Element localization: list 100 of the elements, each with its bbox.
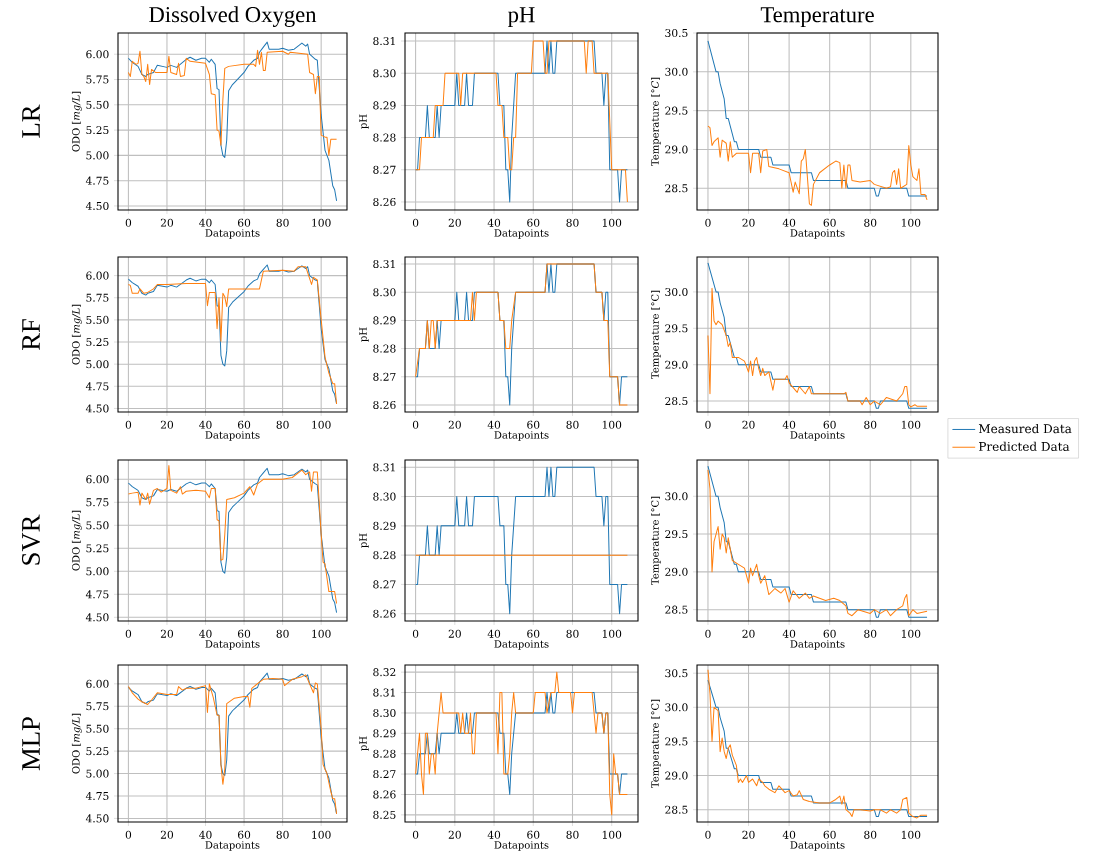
x-tick-label: 80 [276, 629, 289, 638]
x-tick-label: 100 [602, 830, 622, 839]
x-tick-label: 40 [199, 420, 212, 429]
x-axis-title: Datapoints [790, 841, 845, 851]
x-axis-title: Datapoints [494, 229, 549, 239]
y-tick-label: 8.28 [373, 133, 396, 142]
y-tick-label: 8.32 [373, 668, 396, 677]
x-tick-label: 100 [602, 218, 622, 227]
x-tick-label: 60 [527, 830, 540, 839]
y-tick-label: 5.00 [86, 769, 109, 778]
x-axis-title: Datapoints [205, 229, 260, 239]
x-tick-label: 20 [448, 218, 461, 227]
x-tick-label: 100 [901, 629, 921, 638]
y-tick-label: 8.30 [373, 492, 396, 501]
y-tick-label: 8.26 [373, 197, 396, 206]
y-tick-label: 5.00 [86, 567, 109, 576]
text: SVR [21, 514, 40, 565]
x-tick-label: 80 [566, 218, 579, 227]
x-tick-label: 20 [448, 629, 461, 638]
x-tick-label: 60 [823, 629, 836, 638]
y-axis-title: pH [359, 533, 369, 548]
x-tick-label: 20 [742, 830, 755, 839]
y-axis-title: pH [359, 736, 369, 751]
x-tick-label: 0 [125, 218, 132, 227]
y-tick-label: 4.50 [85, 201, 109, 210]
x-tick-label: 0 [412, 420, 419, 429]
y-tick-label: 30.0 [665, 703, 688, 712]
x-tick-label: 0 [705, 218, 711, 227]
y-tick-label: 8.28 [373, 551, 396, 560]
y-tick-label: 28.5 [665, 605, 688, 614]
y-tick-label: 8.26 [373, 400, 396, 409]
y-tick-label: 8.26 [373, 790, 396, 799]
y-tick-label: 5.75 [86, 498, 109, 507]
x-tick-label: 100 [312, 629, 331, 638]
y-tick-label: 8.29 [373, 521, 396, 530]
x-tick-label: 80 [864, 629, 877, 638]
y-axis-title: ODO [mg/L] [71, 510, 82, 571]
x-tick-label: 40 [782, 218, 796, 227]
x-tick-label: 20 [742, 420, 755, 429]
y-tick-label: 4.75 [85, 590, 109, 599]
x-tick-label: 0 [705, 420, 711, 429]
y-tick-label: 5.25 [86, 747, 109, 756]
x-tick-label: 20 [160, 629, 174, 638]
y-tick-label: 8.31 [373, 37, 395, 46]
y-axis-title: ODO [mg/L] [71, 713, 82, 774]
y-tick-label: 5.50 [86, 521, 109, 530]
y-tick-label: 5.00 [86, 360, 109, 369]
chart-title: Dissolved Oxygen [149, 6, 317, 27]
x-tick-label: 40 [199, 218, 212, 227]
x-tick-label: 60 [527, 420, 540, 429]
y-tick-label: 30.5 [665, 669, 688, 678]
y-tick-label: 8.26 [373, 609, 396, 618]
y-tick-label: 5.25 [86, 126, 109, 135]
y-axis-title: pH [359, 327, 369, 342]
y-tick-label: 29.5 [665, 106, 688, 115]
y-axis-title: ODO [mg/L] [71, 91, 82, 152]
y-tick-label: 4.50 [85, 404, 109, 413]
y-tick-label: 8.27 [373, 165, 396, 174]
y-tick-label: 30.0 [665, 67, 688, 76]
x-tick-label: 60 [237, 420, 251, 429]
x-tick-label: 100 [312, 218, 331, 227]
y-tick-label: 29.0 [665, 360, 688, 369]
x-tick-label: 20 [160, 420, 174, 429]
y-tick-label: 8.29 [373, 101, 396, 110]
y-tick-label: 4.50 [85, 613, 109, 622]
x-tick-label: 0 [412, 218, 419, 227]
y-axis-title: ODO [mg/L] [71, 304, 82, 365]
legend-label: Predicted Data [979, 441, 1070, 451]
x-tick-label: 60 [237, 830, 251, 839]
x-tick-label: 100 [901, 830, 921, 839]
y-tick-label: 8.31 [373, 688, 395, 697]
x-tick-label: 20 [448, 830, 461, 839]
x-tick-label: 100 [602, 420, 622, 429]
y-tick-label: 30.5 [665, 28, 688, 38]
x-tick-label: 60 [823, 830, 836, 839]
y-tick-label: 8.30 [373, 708, 396, 717]
x-tick-label: 40 [487, 218, 501, 227]
y-tick-label: 8.31 [373, 463, 395, 472]
x-axis-title: Datapoints [494, 841, 549, 851]
x-tick-label: 60 [237, 218, 251, 227]
y-tick-label: 5.50 [86, 100, 109, 109]
y-tick-label: 5.75 [86, 293, 109, 302]
y-tick-label: 6.00 [86, 271, 109, 280]
y-tick-label: 29.0 [665, 771, 688, 780]
x-tick-label: 0 [125, 629, 132, 638]
line-series [127, 41, 338, 202]
x-tick-label: 100 [312, 830, 331, 839]
y-tick-label: 6.00 [86, 50, 109, 59]
x-axis-title: Datapoints [494, 431, 549, 441]
chart-title: pH [508, 7, 535, 27]
x-tick-label: 20 [160, 218, 174, 227]
y-tick-label: 4.75 [85, 382, 109, 391]
x-tick-label: 100 [602, 629, 622, 638]
y-tick-label: 5.50 [86, 315, 109, 324]
line-series [707, 125, 928, 206]
y-tick-label: 8.28 [373, 344, 396, 353]
x-tick-label: 40 [782, 830, 796, 839]
y-tick-label: 29.5 [665, 737, 688, 746]
x-tick-label: 40 [199, 629, 212, 638]
y-tick-label: 8.27 [373, 580, 396, 589]
